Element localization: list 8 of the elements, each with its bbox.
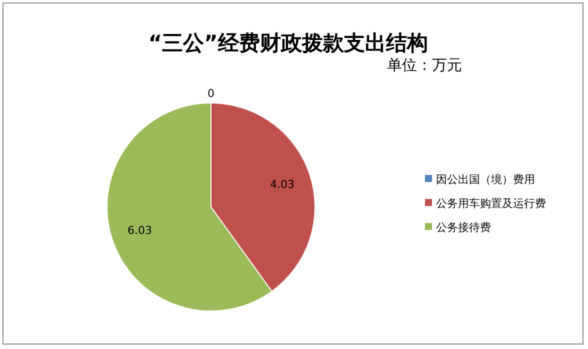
chart-subtitle: 单位：万元 xyxy=(387,56,462,74)
data-label: 4.03 xyxy=(270,178,295,191)
legend-label: 因公出国（境）费用 xyxy=(436,173,535,186)
legend-label: 公务接待费 xyxy=(436,221,491,234)
legend-label: 公务用车购置及运行费 xyxy=(436,197,546,210)
text: 0 xyxy=(208,87,214,100)
data-label: 6.03 xyxy=(127,224,152,238)
chart-title: “三公”经费财政拨款支出结构 xyxy=(148,31,428,55)
